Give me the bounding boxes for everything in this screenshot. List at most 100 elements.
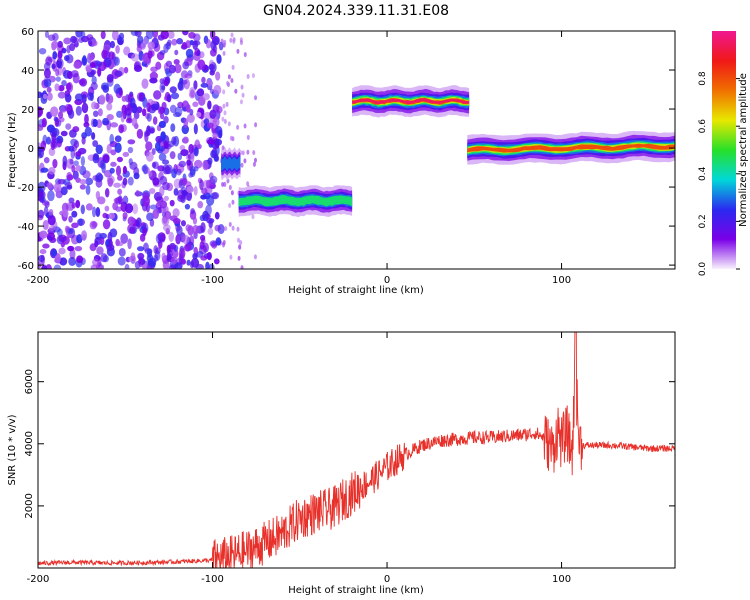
noise-blob	[178, 247, 186, 259]
noise-blob	[114, 135, 122, 143]
noise-speck	[240, 84, 244, 90]
noise-blob	[142, 195, 150, 207]
noise-blob	[40, 167, 49, 173]
noise-blob	[168, 231, 175, 242]
colorbar-ticks: 0.0 0.2 0.4 0.6 0.8	[698, 71, 740, 276]
noise-speck	[231, 64, 235, 70]
noise-blob	[181, 177, 187, 186]
noise-blob	[146, 102, 151, 113]
segment-contour	[352, 98, 470, 105]
noise-blob	[178, 160, 187, 168]
noise-blob	[141, 53, 150, 64]
noise-blob	[108, 51, 115, 60]
noise-blob	[92, 140, 99, 147]
noise-blob	[65, 82, 72, 91]
noise-blob	[48, 225, 56, 231]
noise-blob	[66, 44, 71, 54]
noise-blob	[118, 124, 124, 134]
noise-blob	[199, 241, 205, 250]
noise-speck	[220, 38, 224, 44]
noise-blob	[94, 240, 99, 248]
noise-blob	[131, 53, 140, 62]
noise-blob	[82, 170, 91, 179]
noise-blob	[125, 117, 133, 124]
noise-blob	[58, 84, 65, 92]
noise-blob	[152, 209, 160, 220]
spectral-segment	[221, 147, 241, 180]
noise-blob	[115, 45, 120, 54]
noise-speck	[230, 77, 234, 83]
noise-blob	[71, 165, 76, 173]
noise-blob	[114, 142, 122, 153]
noise-blob	[193, 80, 198, 90]
noise-blob	[64, 55, 70, 62]
noise-blob	[73, 61, 82, 69]
noise-blob	[80, 156, 86, 167]
noise-blob	[58, 234, 67, 243]
noise-blob	[215, 71, 221, 81]
noise-blob	[163, 78, 170, 87]
noise-blob	[167, 249, 173, 259]
noise-blob	[102, 84, 110, 93]
noise-speck	[229, 37, 233, 43]
noise-blob	[212, 132, 219, 139]
noise-blob	[48, 166, 56, 175]
noise-speck	[225, 101, 229, 107]
noise-blob	[123, 66, 129, 74]
noise-speck	[251, 73, 255, 79]
noise-blob	[116, 156, 123, 163]
noise-speck	[243, 158, 247, 164]
noise-speck	[230, 190, 234, 196]
noise-blob	[69, 42, 76, 52]
noise-blob	[81, 136, 86, 145]
noise-blob	[200, 222, 206, 233]
noise-blob	[109, 133, 115, 145]
noise-blob	[46, 92, 53, 101]
noise-blob	[141, 78, 149, 89]
noise-speck	[237, 255, 241, 261]
noise-blob	[115, 165, 122, 177]
noise-blob	[70, 35, 77, 44]
noise-speck	[229, 254, 233, 260]
noise-blob	[172, 112, 181, 118]
noise-blob	[92, 118, 98, 128]
noise-speck	[234, 88, 238, 94]
noise-blob	[106, 143, 112, 154]
noise-blob	[162, 224, 171, 232]
noise-speck	[221, 181, 225, 187]
noise-blob	[160, 131, 166, 141]
noise-blob	[54, 83, 60, 92]
noise-blob	[145, 151, 154, 162]
noise-blob	[215, 105, 223, 114]
noise-blob	[91, 40, 98, 47]
noise-blob	[157, 199, 163, 206]
noise-blob	[131, 104, 138, 114]
noise-blob	[205, 204, 212, 216]
noise-blob	[149, 187, 156, 194]
noise-speck	[224, 226, 228, 232]
noise-blob	[114, 70, 123, 77]
noise-blob	[80, 31, 86, 39]
noise-blob	[75, 150, 82, 157]
noise-blob	[46, 182, 53, 189]
noise-blob	[96, 246, 104, 255]
spectrogram-frame	[37, 30, 676, 270]
noise-blob	[136, 217, 142, 228]
noise-blob	[147, 41, 155, 50]
noise-blob	[152, 161, 159, 170]
noise-speck	[221, 116, 225, 122]
noise-blob	[98, 94, 106, 105]
noise-blob	[122, 165, 127, 175]
noise-blob	[52, 51, 58, 60]
noise-blob	[106, 103, 113, 111]
noise-blob	[62, 155, 68, 167]
colorbar-tick-label: 0.6	[698, 119, 708, 134]
colorbar-label: Normalized spectral amplitude	[738, 73, 749, 227]
noise-blob	[192, 101, 199, 108]
noise-blob	[91, 206, 97, 218]
noise-blob	[128, 158, 133, 166]
noise-blob	[47, 235, 52, 241]
noise-blob	[202, 159, 209, 171]
noise-blob	[62, 209, 69, 218]
